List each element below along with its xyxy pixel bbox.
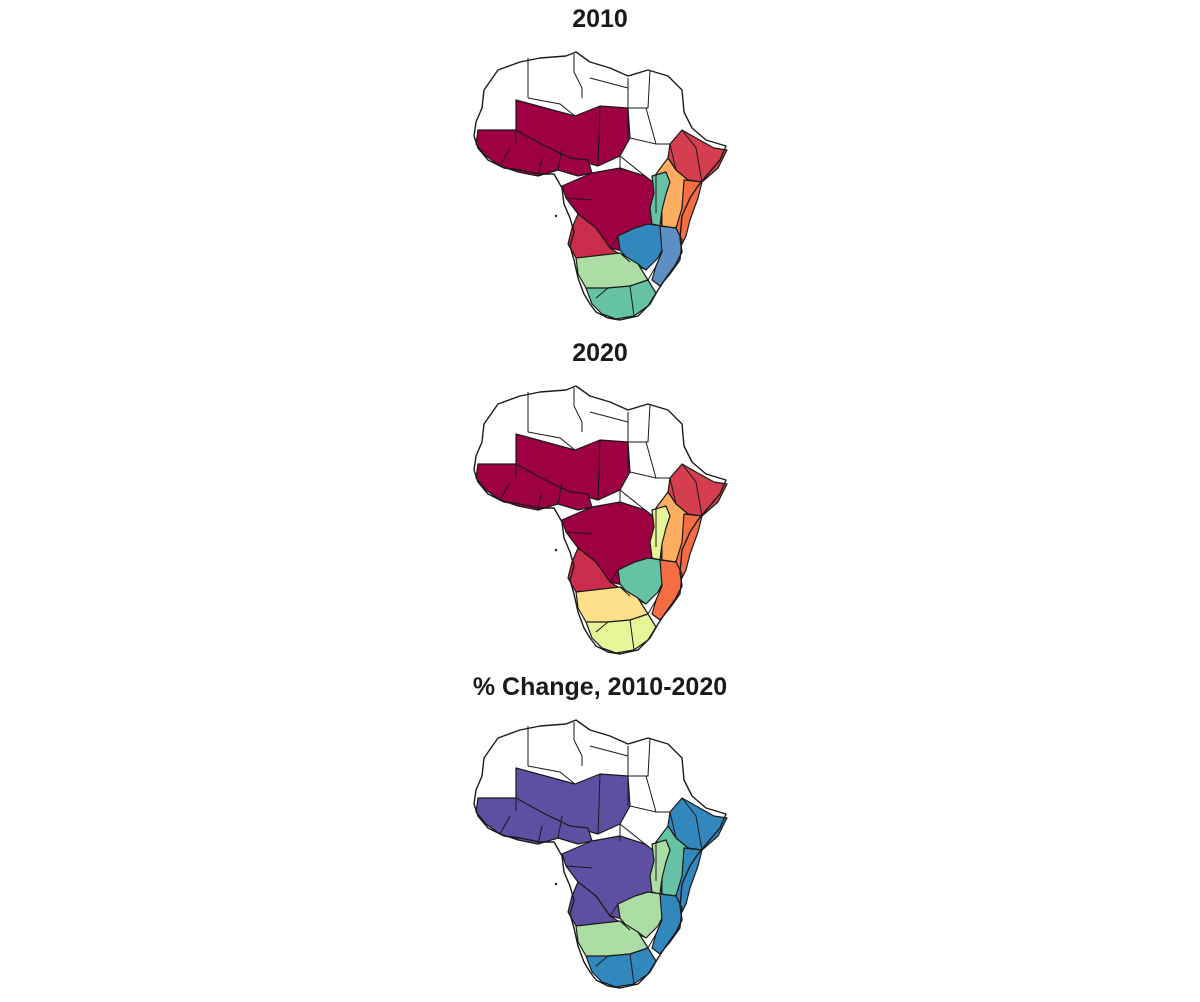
country-border xyxy=(557,147,563,171)
country-border xyxy=(499,481,511,501)
coastline xyxy=(473,719,727,989)
country-border xyxy=(573,388,583,432)
country-border xyxy=(669,143,677,171)
country-border xyxy=(619,823,646,845)
coastline xyxy=(473,51,727,321)
panel-title: % Change, 2010-2020 xyxy=(472,673,728,701)
country-border xyxy=(527,765,576,785)
region-west-africa xyxy=(475,463,593,511)
island-dot xyxy=(554,882,558,886)
country-border xyxy=(595,955,609,967)
country-border xyxy=(537,825,543,845)
country-border xyxy=(647,933,657,949)
country-border xyxy=(537,491,543,511)
country-border xyxy=(619,920,631,931)
country-border xyxy=(669,477,677,505)
country-border xyxy=(597,773,601,835)
panel-title: 2010 xyxy=(572,5,628,33)
country-border xyxy=(629,619,635,651)
country-border xyxy=(681,797,703,851)
country-border xyxy=(628,403,651,443)
country-border xyxy=(637,931,647,939)
country-border xyxy=(537,157,543,177)
africa-map xyxy=(473,719,728,989)
island-dot xyxy=(554,548,558,552)
country-border xyxy=(609,235,619,249)
country-border xyxy=(589,77,629,89)
country-border xyxy=(589,745,629,757)
country-border xyxy=(565,197,593,201)
country-border xyxy=(609,903,619,917)
country-border xyxy=(573,722,583,766)
country-border xyxy=(681,463,703,517)
map-panel-2010: 2010 xyxy=(0,0,1200,334)
region-great-lakes xyxy=(649,171,671,227)
country-border xyxy=(557,815,563,839)
country-border xyxy=(629,953,635,985)
country-border xyxy=(597,439,601,501)
country-border xyxy=(597,105,601,167)
country-border xyxy=(645,441,657,479)
country-border xyxy=(628,69,651,109)
country-border xyxy=(527,97,576,117)
country-border xyxy=(647,599,657,615)
country-border xyxy=(565,531,593,535)
country-border xyxy=(619,586,631,597)
country-border xyxy=(645,775,657,813)
country-border xyxy=(573,54,583,98)
country-border xyxy=(637,263,647,271)
region-west-africa xyxy=(475,129,593,177)
country-border xyxy=(619,252,631,263)
country-border xyxy=(628,737,651,777)
coastline xyxy=(473,385,727,655)
map-panel-change: % Change, 2010-2020 xyxy=(0,668,1200,1002)
country-border xyxy=(619,489,646,511)
country-border xyxy=(499,147,511,167)
country-border xyxy=(527,431,576,451)
country-border xyxy=(647,265,657,281)
region-west-africa xyxy=(475,797,593,845)
country-border xyxy=(595,287,609,299)
country-border xyxy=(595,621,609,633)
country-border xyxy=(681,129,703,183)
region-great-lakes xyxy=(649,839,671,895)
island-dot xyxy=(554,214,558,218)
africa-map xyxy=(473,51,728,321)
country-border xyxy=(619,155,646,177)
africa-map xyxy=(473,385,728,655)
country-border xyxy=(669,811,677,839)
region-great-lakes xyxy=(649,505,671,561)
country-border xyxy=(589,411,629,423)
map-panel-2020: 2020 xyxy=(0,334,1200,668)
country-border xyxy=(629,285,635,317)
panel-title: 2020 xyxy=(572,339,628,367)
country-border xyxy=(499,815,511,835)
country-border xyxy=(557,481,563,505)
country-border xyxy=(637,597,647,605)
country-border xyxy=(609,569,619,583)
country-border xyxy=(645,107,657,145)
country-border xyxy=(565,865,593,869)
